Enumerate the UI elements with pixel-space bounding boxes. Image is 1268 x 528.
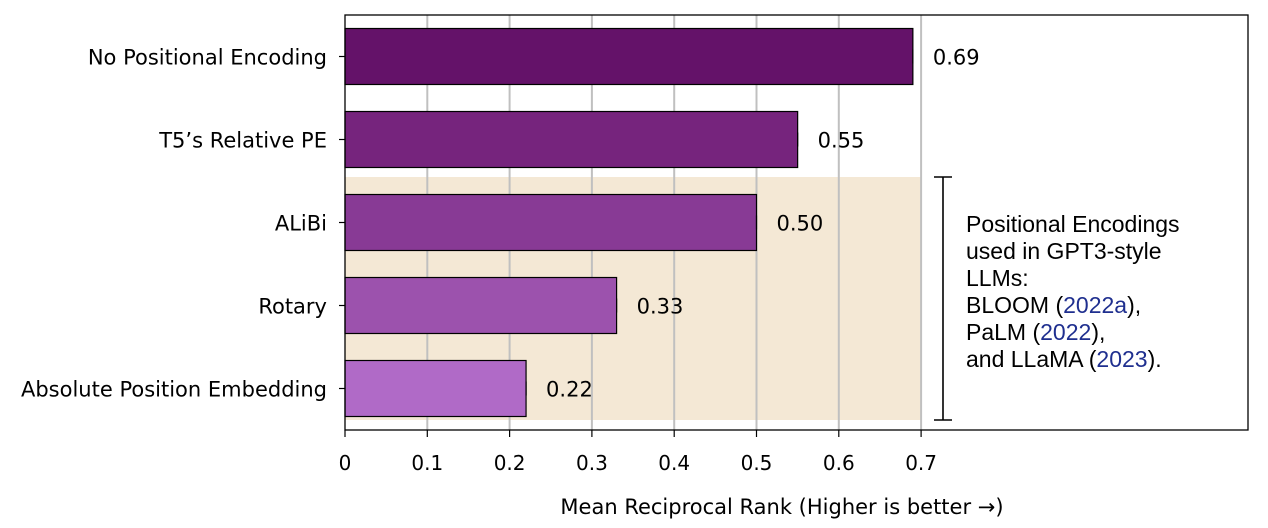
annotation-line: PaLM ( [966,319,1040,345]
category-label: Rotary [258,295,327,319]
bars: 0.69 0.55 0.50 0.33 0.22 [344,27,980,418]
annotation-line: BLOOM ( [966,292,1063,318]
value-label: 0.55 [818,129,865,153]
annotation-text: Positional Encodings used in GPT3-style LL… [966,211,1180,372]
annotation-line: ), [1127,292,1141,318]
x-tick-label: 0.6 [823,451,855,475]
x-tick-label: 0.1 [411,451,443,475]
category-label: ALiBi [275,212,327,236]
highlight-bracket [934,176,952,421]
x-axis-label: Mean Reciprocal Rank (Higher is better →… [560,495,1003,519]
value-label: 0.50 [777,212,824,236]
x-tick-label: 0 [339,451,352,475]
bar [344,193,758,252]
citation-year: 2022 [1040,319,1091,345]
bar [344,110,799,169]
value-label: 0.22 [546,378,593,402]
axis-ticks: 0 0.1 0.2 0.3 0.4 0.5 0.6 0.7 No Positional Enco… [21,46,937,476]
category-label: No Positional Encoding [88,46,327,70]
value-label: 0.33 [637,295,684,319]
category-label: T5’s Relative PE [158,129,327,153]
annotation-line: ), [1091,319,1105,345]
bar [344,359,527,418]
annotation-line: LLMs: [966,265,1029,291]
x-tick-label: 0.7 [905,451,937,475]
citation-year: 2023 [1096,346,1147,372]
annotation-line: and LLaMA ( [966,346,1097,372]
value-label: 0.69 [933,46,980,70]
x-tick-label: 0.2 [494,451,526,475]
x-tick-label: 0.5 [741,451,773,475]
annotation-line: ). [1148,346,1162,372]
x-tick-label: 0.3 [576,451,608,475]
category-label: Absolute Position Embedding [21,378,327,402]
bar [344,27,914,86]
bar [344,276,618,335]
annotation-line: Positional Encodings [966,211,1180,237]
x-tick-label: 0.4 [658,451,690,475]
citation-year: 2022a [1063,292,1127,318]
annotation-line: used in GPT3-style [966,238,1162,264]
